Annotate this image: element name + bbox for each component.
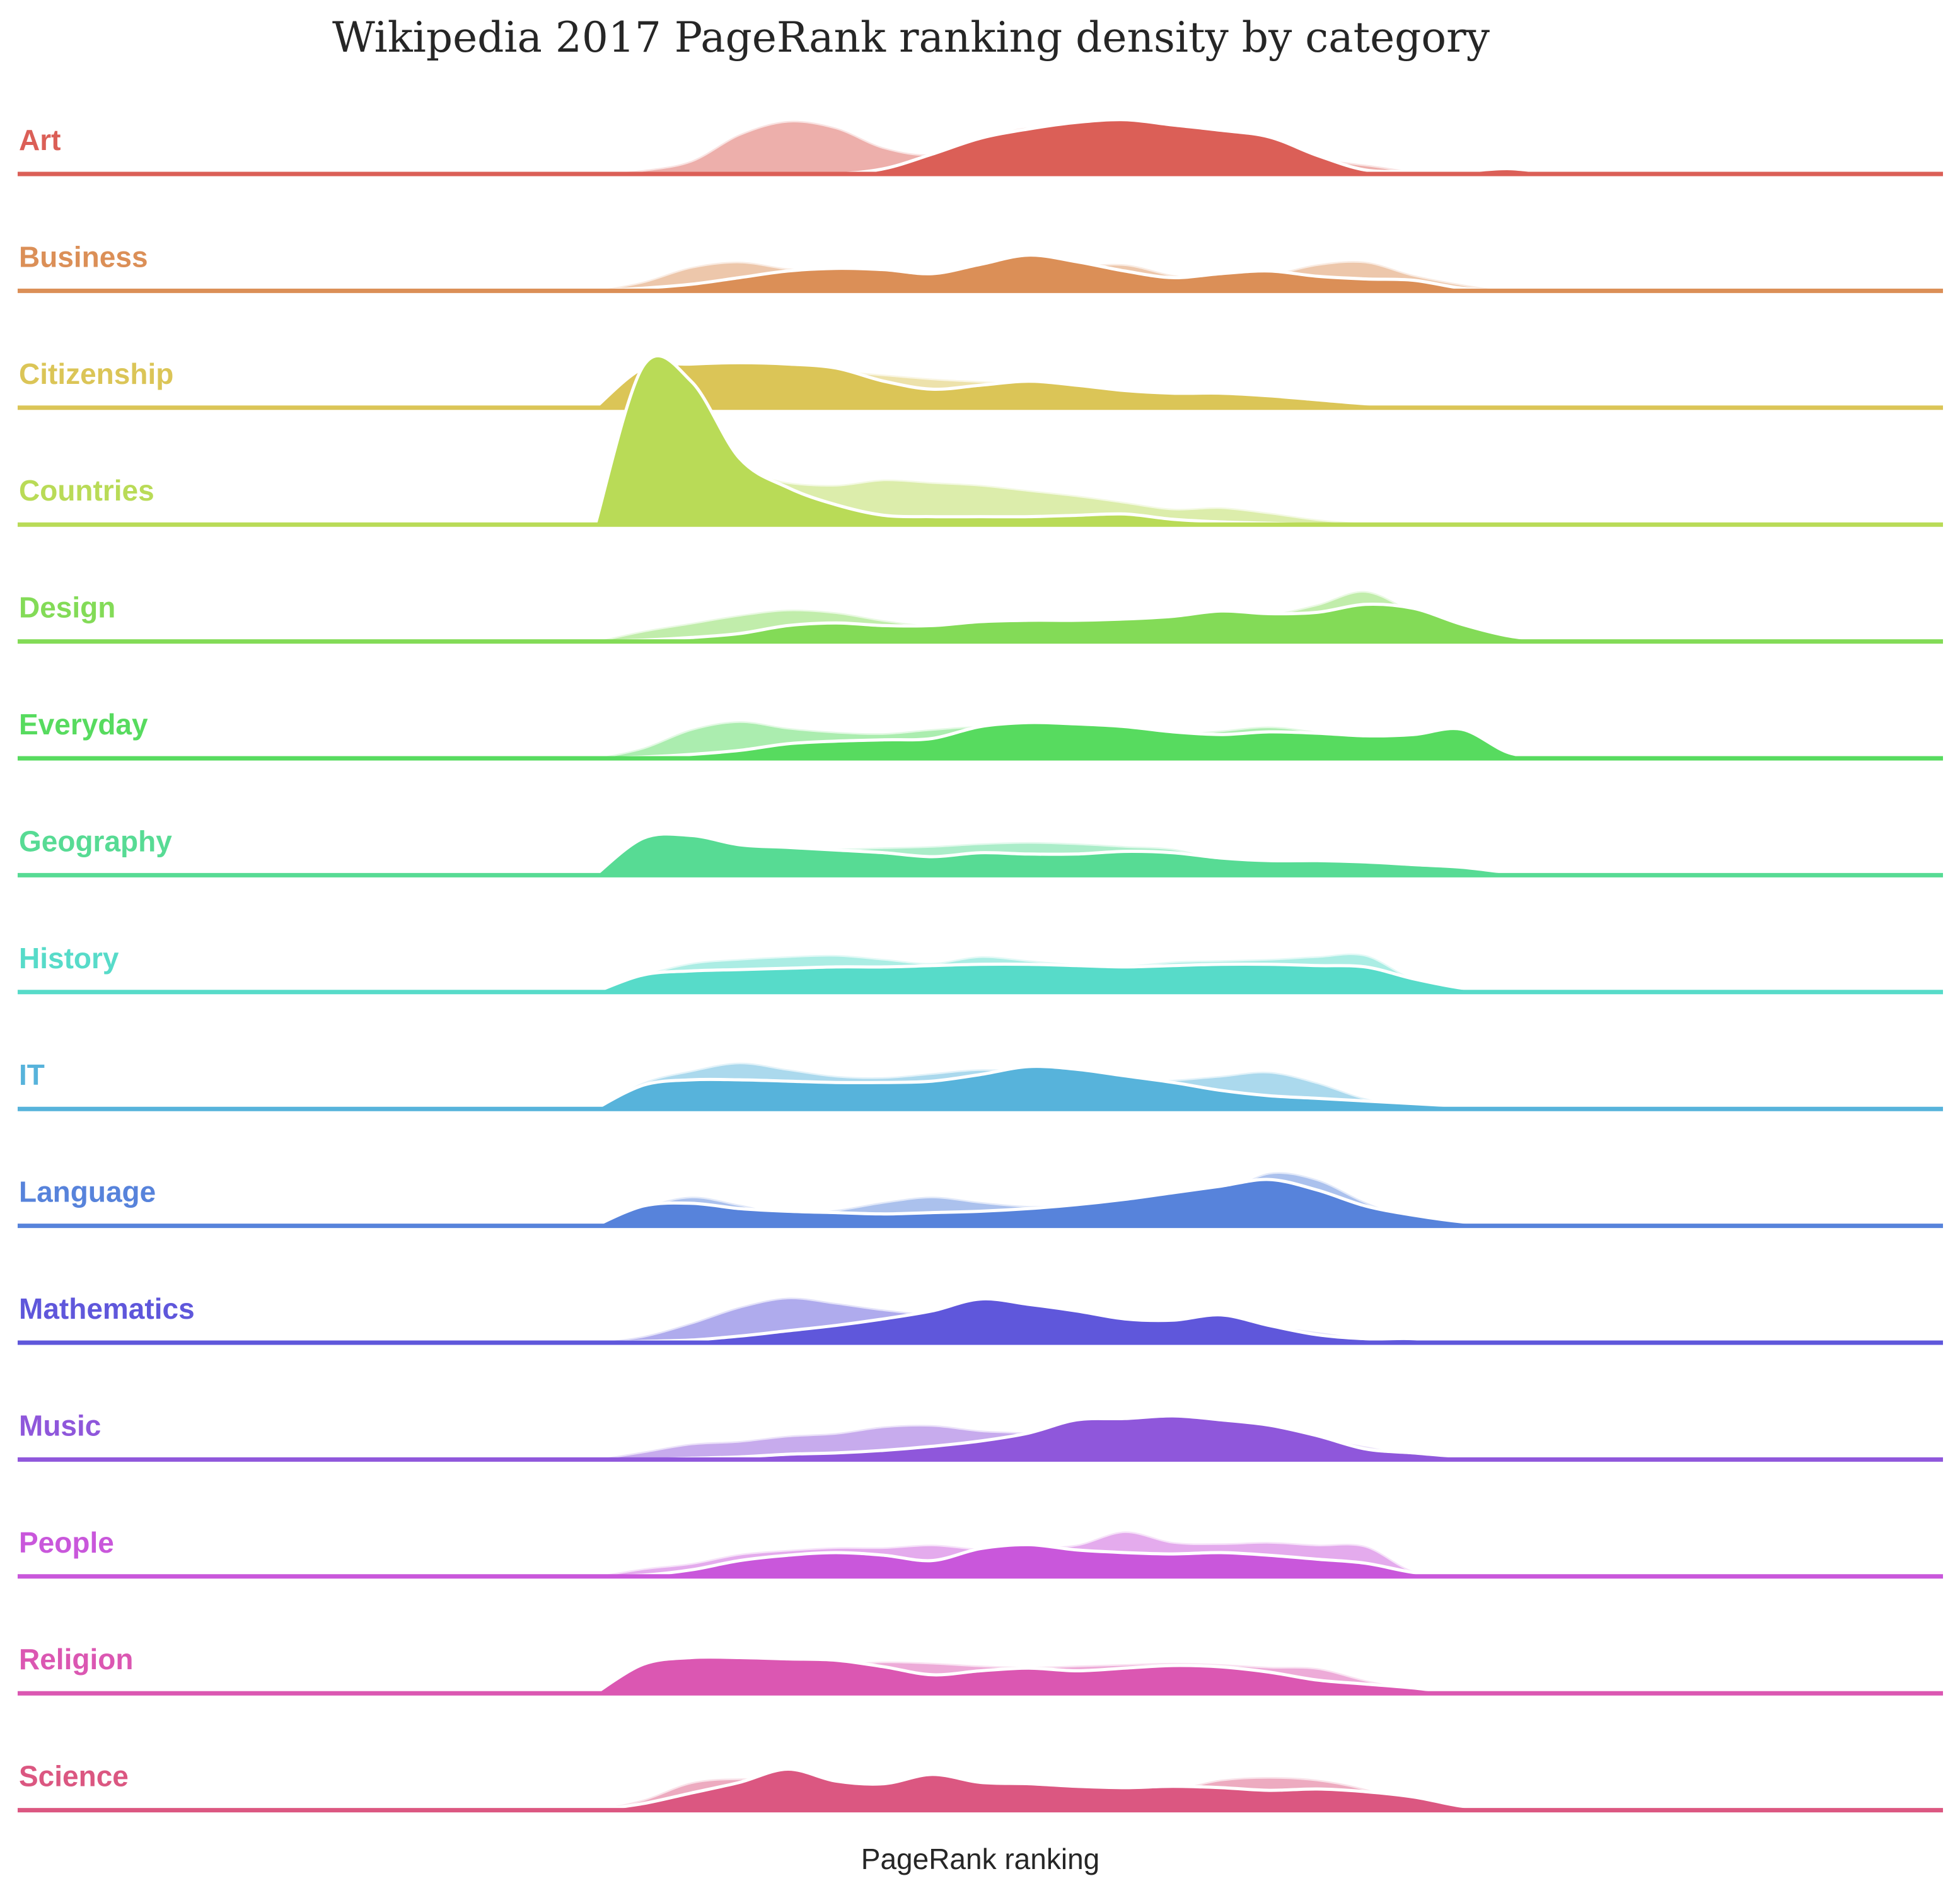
people-light-density-outline <box>594 1529 1558 1578</box>
ridge-row-music: Music <box>18 1409 1943 1462</box>
everyday-label: Everyday <box>19 708 148 741</box>
business-label: Business <box>19 240 148 273</box>
language-dark-density-area <box>595 1179 1558 1227</box>
art-label: Art <box>19 124 61 156</box>
ridge-row-people: People <box>18 1526 1943 1579</box>
mathematics-dark-density-area <box>595 1299 1558 1343</box>
religion-dark-density-area <box>595 1657 1558 1694</box>
history-label: History <box>19 942 119 975</box>
x-axis-label: PageRank ranking <box>861 1843 1099 1875</box>
language-label: Language <box>19 1176 156 1208</box>
language-dark-density-outline <box>594 1178 1558 1228</box>
ridge-row-business: Business <box>18 240 1943 293</box>
ridge-row-geography: Geography <box>18 825 1943 877</box>
design-dark-density-outline <box>595 603 1558 644</box>
ridge-row-it: IT <box>18 1058 1943 1111</box>
ridge-row-everyday: Everyday <box>18 708 1943 761</box>
ridge-row-design: Design <box>18 589 1943 644</box>
religion-dark-density-outline <box>594 1655 1558 1696</box>
science-dark-density-area <box>595 1769 1558 1811</box>
ridge-row-religion: Religion <box>18 1643 1943 1696</box>
people-dark-density-outline <box>595 1543 1558 1578</box>
science-label: Science <box>19 1760 129 1793</box>
people-label: People <box>19 1526 114 1559</box>
it-dark-density-outline <box>594 1065 1558 1111</box>
history-dark-density-outline <box>594 962 1558 994</box>
ridge-row-art: Art <box>18 118 1943 177</box>
art-dark-density-area <box>595 119 1558 175</box>
music-dark-density-outline <box>595 1414 1558 1462</box>
history-dark-density-area <box>595 964 1558 993</box>
countries-label: Countries <box>19 474 154 507</box>
design-label: Design <box>19 591 115 624</box>
music-dark-density-area <box>595 1416 1558 1460</box>
mathematics-label: Mathematics <box>19 1292 195 1325</box>
business-dark-density-area <box>595 255 1558 291</box>
countries-dark-density-area <box>595 356 1558 525</box>
ridge-row-countries: Countries <box>18 354 1943 527</box>
music-label: Music <box>19 1409 101 1442</box>
ridge-rows: Art Business Citizenship Countries Design Eve… <box>18 118 1943 1813</box>
business-dark-density-outline <box>595 253 1558 293</box>
everyday-dark-density-outline <box>595 721 1558 760</box>
everyday-dark-density-area <box>595 722 1558 758</box>
geography-dark-density-outline <box>594 832 1558 877</box>
ridge-row-history: History <box>18 942 1943 995</box>
religion-label: Religion <box>19 1643 133 1676</box>
ridge-row-science: Science <box>18 1760 1943 1813</box>
ridge-row-mathematics: Mathematics <box>18 1292 1943 1345</box>
it-label: IT <box>19 1058 45 1091</box>
ridge-row-language: Language <box>18 1171 1943 1229</box>
science-dark-density-outline <box>594 1767 1558 1812</box>
chart-title: Wikipedia 2017 PageRank ranking density … <box>332 13 1490 62</box>
citizenship-label: Citizenship <box>19 357 173 390</box>
geography-label: Geography <box>19 825 172 857</box>
ridge-row-citizenship: Citizenship <box>18 357 1943 410</box>
mathematics-dark-density-outline <box>595 1297 1558 1345</box>
